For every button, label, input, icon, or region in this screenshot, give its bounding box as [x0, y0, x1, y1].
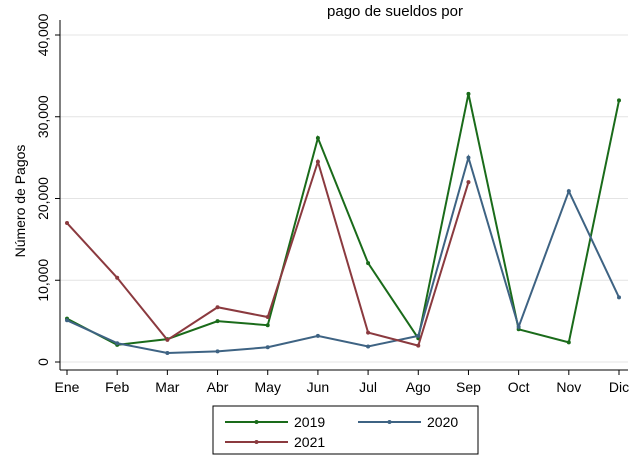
axes [59, 20, 628, 371]
legend-entry-2020: 2020 [358, 414, 458, 430]
y-tick-label: 40,000 [35, 13, 51, 56]
x-tick-label: Dic [609, 379, 629, 395]
data-point [617, 98, 621, 103]
y-tick-label: 10,000 [35, 259, 51, 302]
legend-marker [254, 440, 259, 444]
data-point [115, 275, 120, 280]
legend-entry-2021: 2021 [225, 434, 325, 450]
x-tick-label: May [255, 379, 281, 395]
data-point [115, 341, 120, 346]
legend-marker [387, 420, 392, 424]
y-tick-label: 20,000 [35, 177, 51, 220]
series-line-2020 [66, 154, 620, 355]
legend: 2019 2020 2021 [212, 405, 479, 455]
y-axis-title: Número de Pagos [12, 145, 28, 258]
data-point [366, 261, 371, 266]
y-tick-label: 30,000 [35, 95, 51, 138]
x-tick-label: Mar [155, 379, 179, 395]
data-point [265, 345, 270, 350]
series-2021 [65, 158, 471, 348]
series-line-2019 [66, 93, 620, 346]
legend-box [212, 405, 479, 455]
data-point [315, 159, 320, 164]
plot-area [60, 20, 628, 370]
chart-title: pago de sueldos por [327, 3, 463, 20]
data-point [215, 349, 220, 354]
data-point [566, 340, 571, 345]
data-point [466, 180, 471, 185]
data-point [165, 337, 170, 342]
legend-label: 2021 [294, 434, 325, 450]
data-point [215, 305, 220, 310]
data-point [215, 319, 220, 324]
x-tick-label: Jul [359, 379, 377, 395]
data-point [366, 344, 371, 349]
series-2020 [65, 154, 621, 356]
x-tick-label: Ago [406, 379, 431, 395]
gridlines [60, 34, 628, 363]
x-tick-label: Abr [207, 379, 229, 395]
data-point [265, 315, 270, 320]
data-point [315, 333, 320, 338]
series-layer [65, 91, 621, 356]
y-axis-ticks: 0 10,000 20,000 30,000 40,000 [35, 13, 60, 366]
data-point [315, 136, 320, 141]
data-point [165, 351, 170, 356]
x-tick-label: Nov [556, 379, 581, 395]
data-point [366, 330, 371, 335]
data-point [416, 333, 421, 338]
data-point [416, 343, 421, 348]
x-tick-label: Ene [55, 379, 80, 395]
legend-marker [254, 420, 259, 424]
x-tick-label: Oct [508, 379, 530, 395]
legend-entry-2019: 2019 [225, 414, 325, 430]
x-axis-ticks: Ene Feb Mar Abr May Jun Jul Ago Sep Oct Nov Dic [55, 370, 629, 395]
legend-label: 2020 [427, 414, 458, 430]
x-tick-label: Jun [307, 379, 330, 395]
data-point [516, 324, 521, 329]
data-point [65, 221, 69, 226]
data-point [265, 323, 270, 328]
data-point [65, 318, 69, 323]
legend-label: 2019 [294, 414, 325, 430]
data-point [617, 295, 621, 300]
data-point [466, 155, 471, 160]
x-tick-label: Sep [456, 379, 481, 395]
data-point [466, 91, 471, 96]
data-point [566, 189, 571, 194]
y-tick-label: 0 [35, 358, 51, 366]
x-tick-label: Feb [105, 379, 129, 395]
